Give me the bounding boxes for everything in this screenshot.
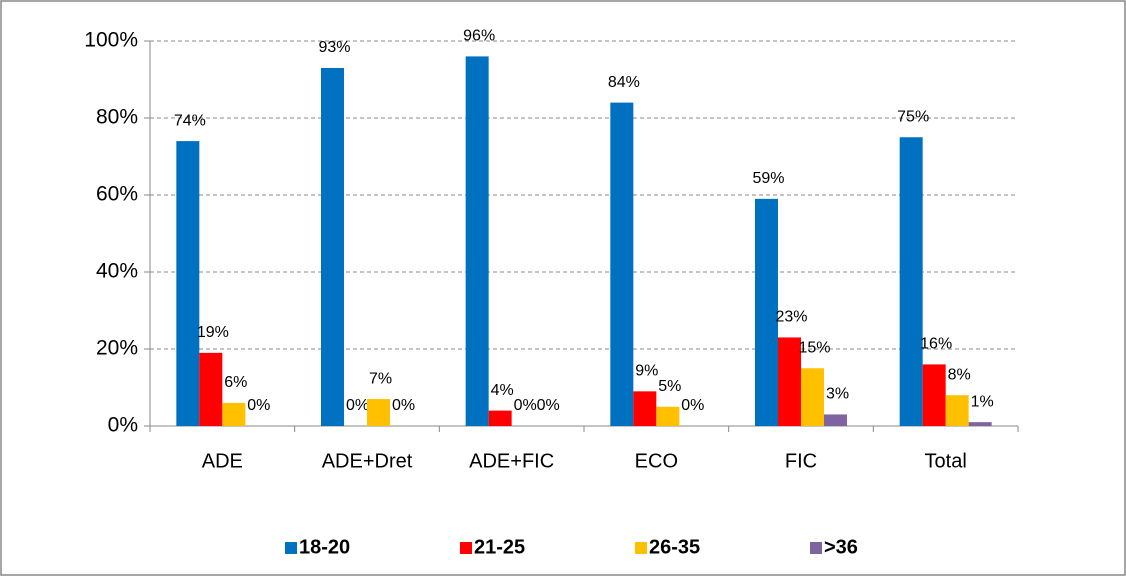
legend-swatch (810, 542, 822, 554)
value-label: 23% (775, 309, 807, 326)
value-label: 6% (224, 374, 247, 391)
y-tick-label: 20% (96, 337, 138, 360)
x-tick-label: ADE+FIC (469, 450, 554, 472)
bar (321, 67, 344, 426)
bar (633, 391, 657, 426)
bar (222, 402, 246, 426)
value-label: 1% (971, 393, 994, 410)
bar (899, 137, 923, 426)
value-label: 9% (635, 363, 658, 380)
value-label: 0% (346, 397, 369, 414)
value-label: 3% (826, 386, 849, 403)
legend-swatch (285, 542, 297, 554)
value-label: 0% (392, 397, 415, 414)
bar (801, 368, 824, 426)
value-label: 19% (197, 324, 229, 341)
legend-label: >36 (824, 536, 858, 558)
y-tick-label: 40% (96, 260, 138, 283)
bar (176, 141, 200, 426)
bar (755, 198, 778, 426)
value-label: 0% (514, 397, 537, 414)
bar (488, 410, 512, 426)
value-label: 59% (752, 170, 784, 187)
bar (968, 422, 992, 426)
value-label: 75% (897, 108, 929, 125)
value-label: 5% (658, 378, 681, 395)
bar (465, 56, 489, 427)
y-tick-label: 0% (108, 414, 138, 437)
value-label: 96% (463, 28, 495, 45)
bar (656, 406, 680, 426)
legend-swatch (460, 542, 472, 554)
x-tick-label: ADE (202, 450, 243, 472)
legend-swatch (635, 542, 647, 554)
bar (199, 352, 223, 426)
value-label: 93% (318, 39, 350, 56)
value-label: 15% (798, 339, 830, 356)
legend-label: 21-25 (474, 536, 525, 558)
value-label: 0% (247, 397, 270, 414)
x-tick-label: ECO (635, 450, 678, 472)
bar (610, 102, 634, 426)
y-tick-label: 100% (84, 29, 138, 52)
bar (367, 399, 390, 426)
value-label: 84% (608, 74, 640, 91)
value-label: 74% (174, 112, 206, 129)
legend-label: 18-20 (299, 536, 350, 558)
value-label: 0% (537, 397, 560, 414)
value-label: 7% (369, 370, 392, 387)
bar (922, 364, 946, 426)
bar (778, 337, 801, 426)
bar (824, 414, 847, 426)
y-tick-label: 80% (96, 106, 138, 129)
value-label: 4% (491, 382, 514, 399)
bar (945, 395, 969, 426)
value-label: 0% (681, 397, 704, 414)
value-label: 8% (948, 366, 971, 383)
x-tick-label: ADE+Dret (322, 450, 413, 472)
value-label: 16% (920, 336, 952, 353)
y-tick-label: 60% (96, 183, 138, 206)
legend-label: 26-35 (649, 536, 700, 558)
x-tick-label: Total (925, 450, 967, 472)
x-tick-label: FIC (785, 450, 817, 472)
